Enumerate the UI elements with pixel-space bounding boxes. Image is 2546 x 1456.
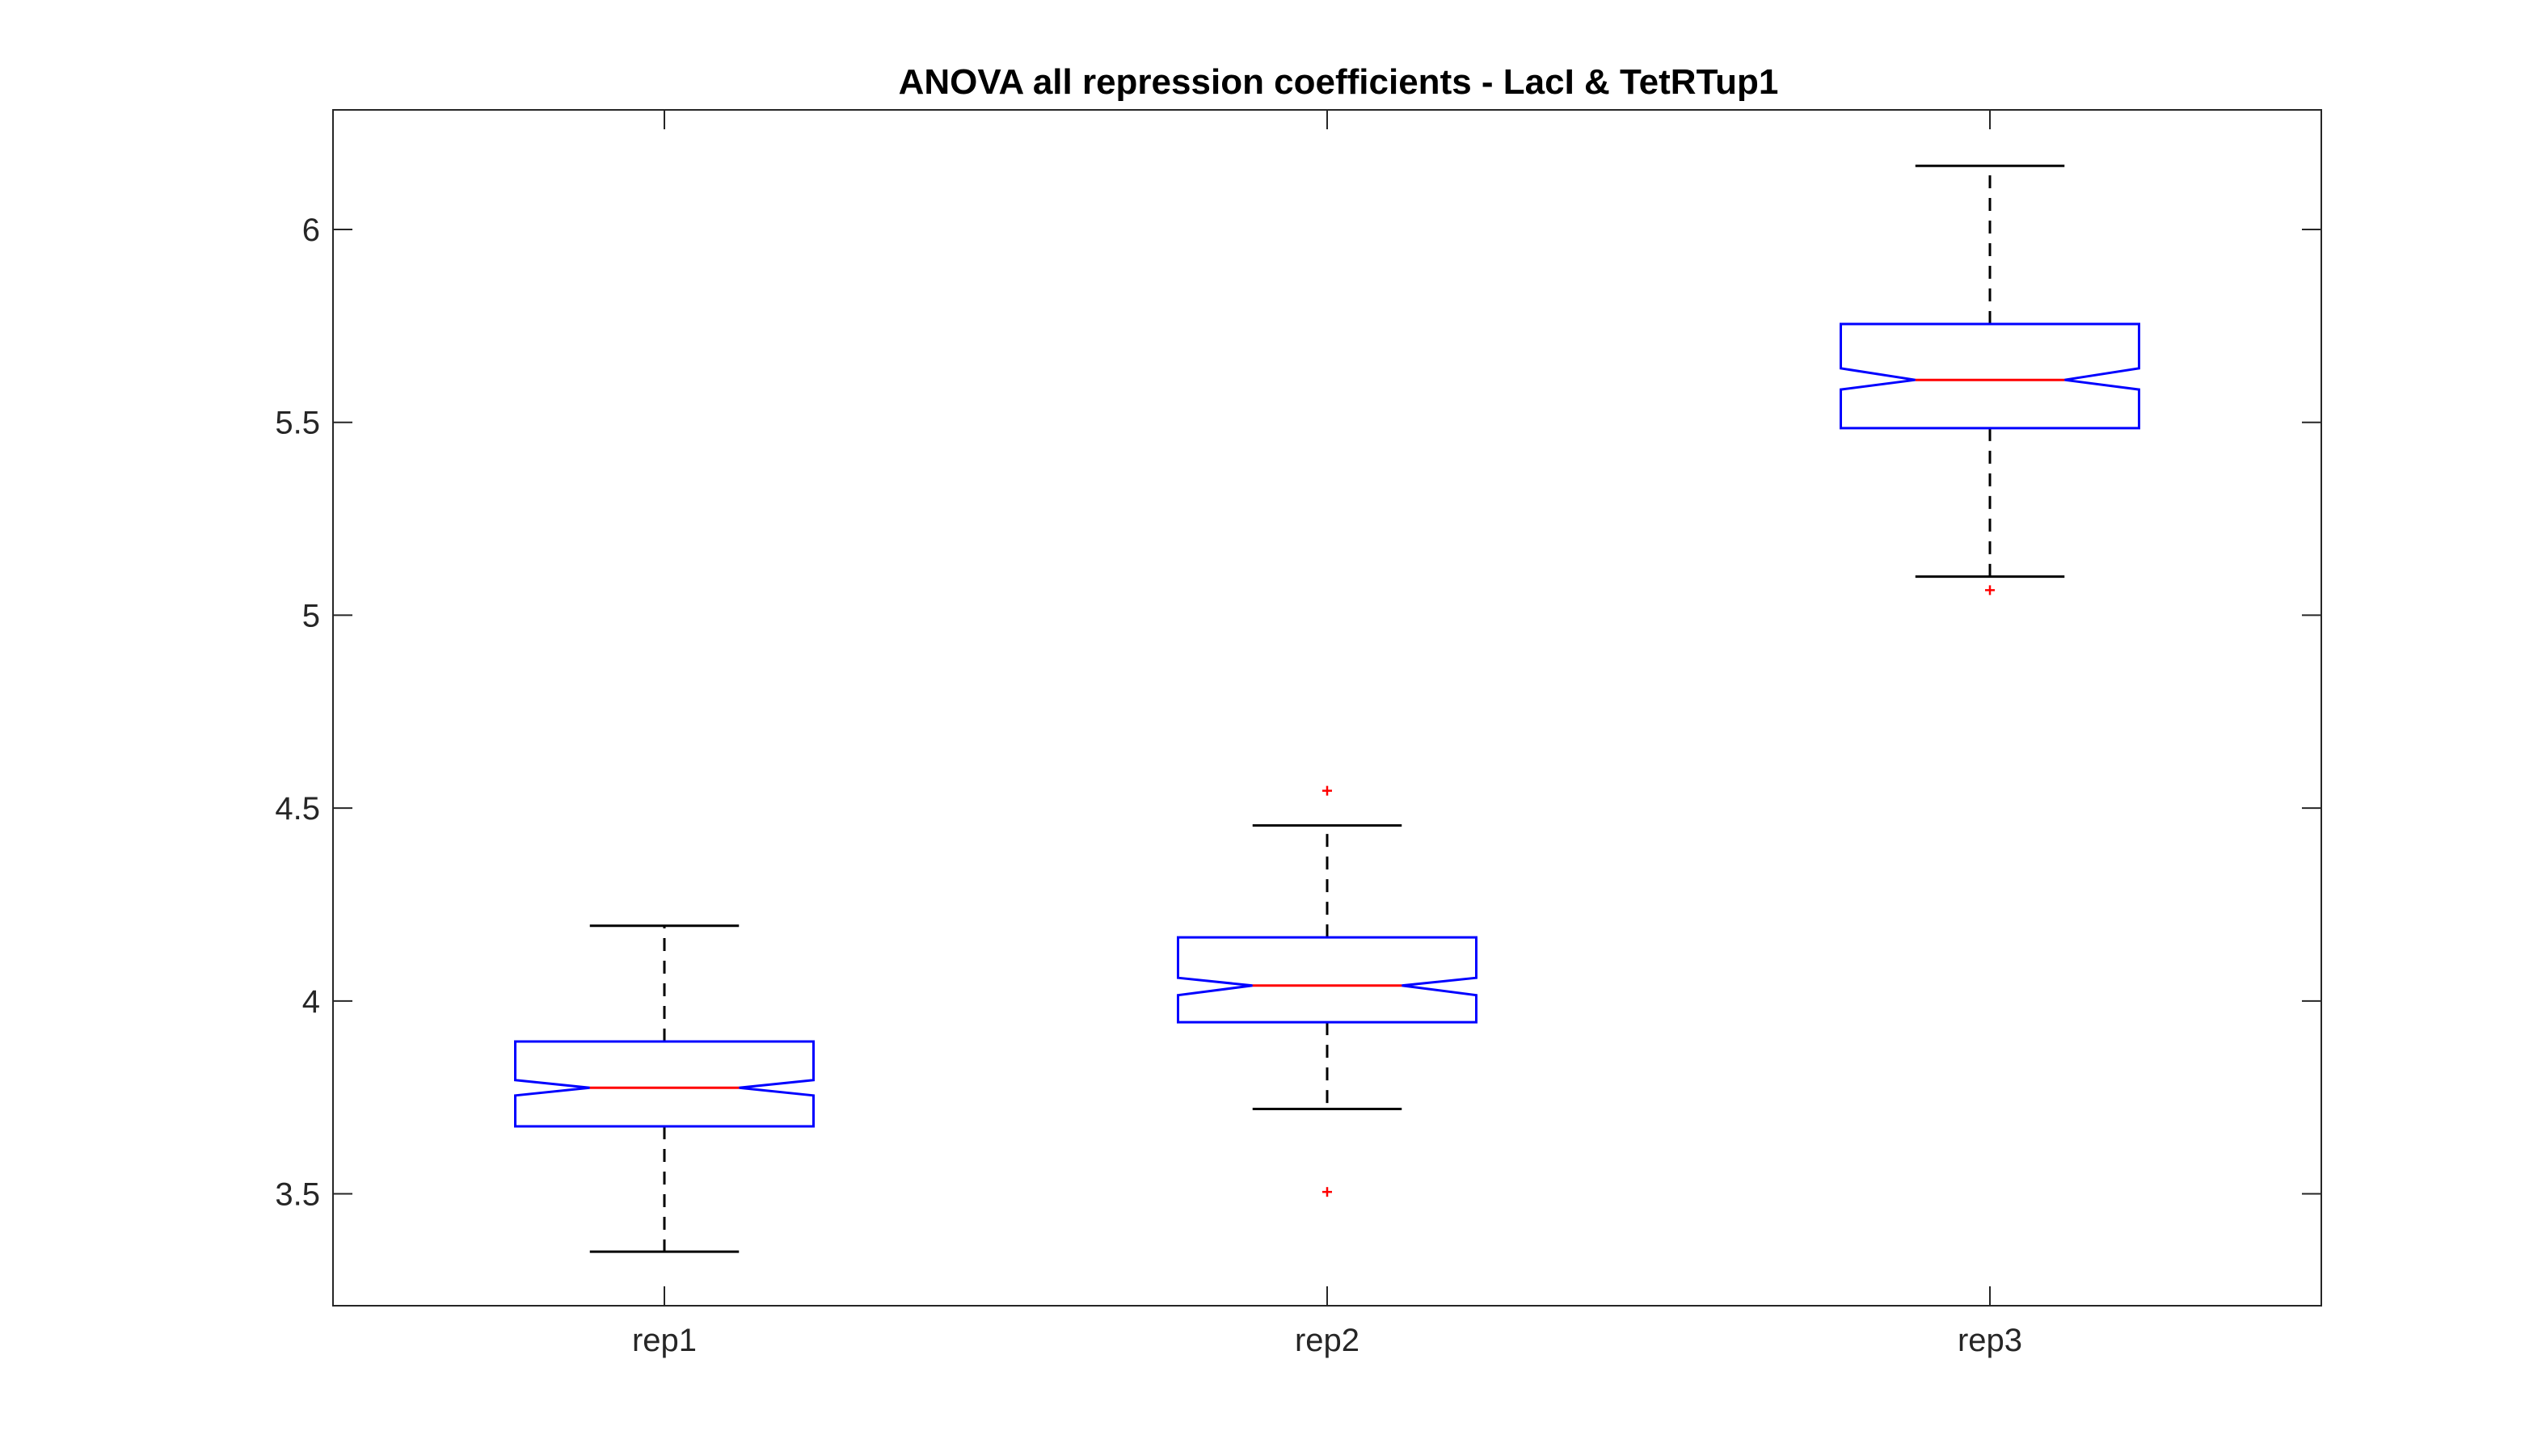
y-tick-label: 6 <box>302 213 320 248</box>
y-tick-label: 4 <box>302 984 320 1020</box>
x-tick-label-rep2: rep2 <box>1295 1323 1359 1358</box>
y-tick-label: 3.5 <box>275 1177 320 1213</box>
notched-box <box>1840 322 2140 430</box>
y-axis: 3.5 4 4.5 5 5.5 6 <box>275 213 2321 1213</box>
notched-box <box>1177 936 1477 1024</box>
y-tick-label: 5.5 <box>275 406 320 441</box>
notched-box <box>514 1040 815 1128</box>
box-rep3 <box>1840 164 2140 595</box>
outlier-marker <box>1322 785 1332 796</box>
x-axis: rep1 rep2 rep3 <box>632 110 2022 1358</box>
outlier-marker <box>1322 1187 1332 1197</box>
y-tick-label: 4.5 <box>275 791 320 827</box>
chart-title: ANOVA all repression coefficients - LacI… <box>899 62 1779 102</box>
box-rep1 <box>514 924 815 1253</box>
x-tick-label-rep1: rep1 <box>632 1323 697 1358</box>
outlier-marker <box>1985 585 1995 595</box>
x-tick-label-rep3: rep3 <box>1958 1323 2022 1358</box>
box-rep2 <box>1177 785 1477 1197</box>
boxes-layer <box>514 164 2140 1253</box>
y-tick-label: 5 <box>302 598 320 633</box>
